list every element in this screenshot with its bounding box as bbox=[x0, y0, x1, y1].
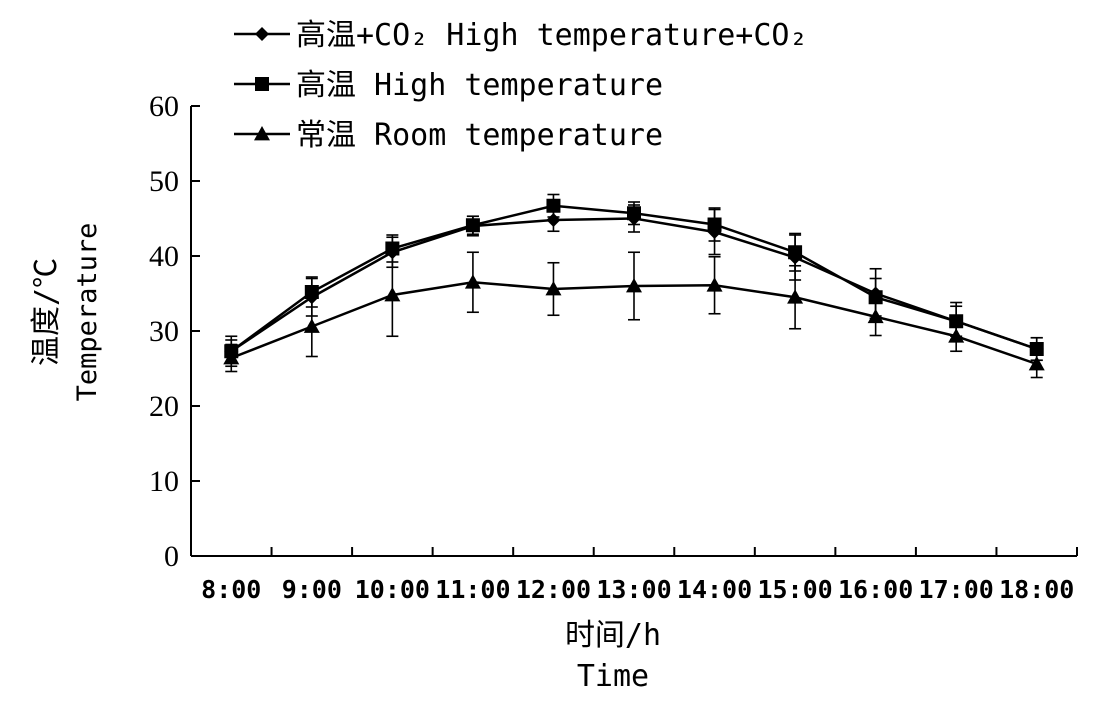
data-point-square bbox=[546, 198, 561, 213]
x-tick-label: 16:00 bbox=[838, 575, 913, 604]
data-point-triangle bbox=[303, 318, 320, 333]
data-point-triangle bbox=[223, 350, 240, 365]
x-tick-label: 13:00 bbox=[596, 575, 671, 604]
legend-marker-diamond bbox=[255, 27, 269, 41]
legend-entry: 常温 Room temperature bbox=[234, 118, 663, 153]
x-tick-label: 8:00 bbox=[201, 575, 261, 604]
y-tick-label: 30 bbox=[149, 315, 179, 348]
data-point-triangle bbox=[1028, 356, 1045, 371]
y-tick-label: 10 bbox=[149, 465, 179, 498]
y-tick-label: 50 bbox=[149, 165, 179, 198]
y-axis-title-en: Temperature bbox=[72, 223, 103, 402]
x-tick-label: 18:00 bbox=[999, 575, 1074, 604]
y-tick-label: 60 bbox=[149, 90, 179, 123]
series-triangle bbox=[223, 251, 1045, 379]
x-tick-label: 12:00 bbox=[516, 575, 591, 604]
x-tick-label: 10:00 bbox=[355, 575, 430, 604]
data-point-triangle bbox=[867, 308, 884, 324]
data-point-square bbox=[788, 245, 803, 260]
legend-marker-square bbox=[255, 77, 269, 91]
data-point-triangle bbox=[706, 277, 723, 292]
axes: 0 10 20 30 40 50 60 8:00 9:00 10:00 11:00 12:00 13:0… bbox=[149, 90, 1078, 604]
x-tick-label: 14:00 bbox=[677, 575, 752, 604]
legend-label: 常温 Room temperature bbox=[296, 118, 663, 153]
legend-label: 高温+CO₂ High temperature+CO₂ bbox=[296, 18, 808, 53]
x-axis-title-cn: 时间/h bbox=[565, 618, 661, 653]
x-tick-label: 15:00 bbox=[757, 575, 832, 604]
y-tick-label: 20 bbox=[149, 390, 179, 423]
data-point-square bbox=[465, 218, 480, 233]
x-axis-title-en: Time bbox=[577, 659, 649, 694]
plot-area bbox=[223, 193, 1045, 379]
y-tick-label: 40 bbox=[149, 240, 179, 273]
x-tick-label: 17:00 bbox=[919, 575, 994, 604]
data-point-triangle bbox=[787, 289, 804, 304]
data-point-triangle bbox=[948, 328, 965, 343]
data-point-square bbox=[627, 206, 641, 221]
y-tick-label: 0 bbox=[164, 540, 179, 573]
series-square bbox=[224, 193, 1044, 368]
x-tick-label: 9:00 bbox=[282, 575, 342, 604]
data-point-triangle bbox=[545, 281, 562, 296]
legend-label: 高温 High temperature bbox=[296, 68, 663, 103]
data-point-triangle bbox=[464, 274, 481, 289]
x-tick-label: 11:00 bbox=[435, 575, 510, 604]
data-point-triangle bbox=[626, 278, 642, 293]
data-point-square bbox=[707, 217, 722, 232]
data-point-square bbox=[385, 241, 400, 256]
legend-entry: 高温+CO₂ High temperature+CO₂ bbox=[234, 18, 808, 53]
legend-entry: 高温 High temperature bbox=[234, 68, 663, 103]
y-axis-title-cn: 温度/℃ bbox=[29, 258, 64, 366]
legend: 高温+CO₂ High temperature+CO₂ 高温 High tempe… bbox=[234, 18, 808, 153]
data-point-square bbox=[1029, 342, 1044, 356]
legend-marker-triangle bbox=[254, 126, 270, 141]
data-point-square bbox=[304, 285, 319, 299]
data-point-triangle bbox=[384, 287, 401, 302]
